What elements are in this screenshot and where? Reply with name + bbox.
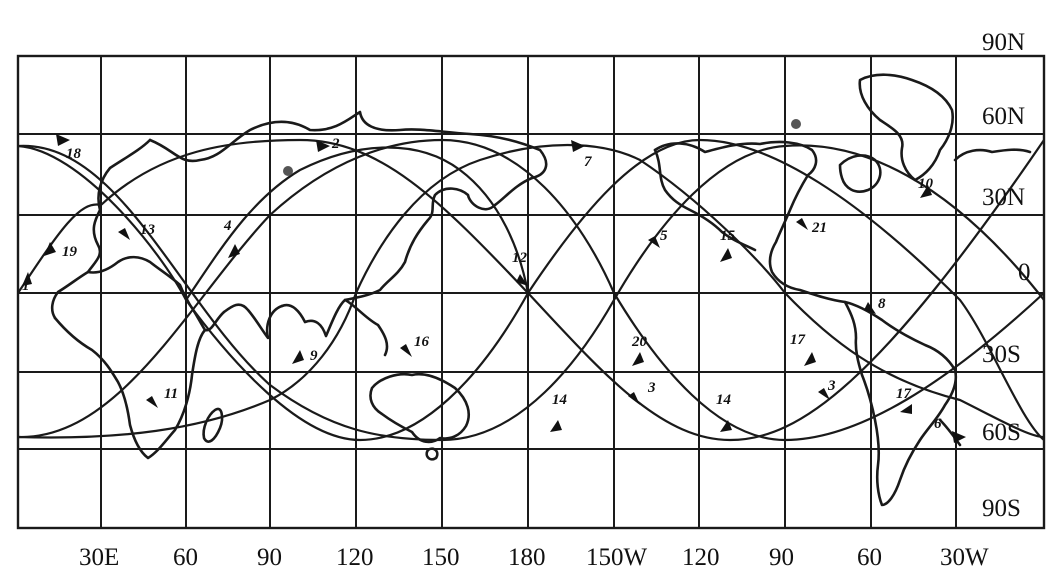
route-label: 18 <box>66 146 82 162</box>
route-label: 4 <box>223 218 232 234</box>
arrow-marker <box>720 248 732 262</box>
route-label: 5 <box>660 228 668 244</box>
route-label: 20 <box>631 334 648 350</box>
route-label: 11 <box>164 386 178 402</box>
lat-label-60s: 60S <box>982 419 1021 446</box>
lon-label-30e: 30E <box>79 544 119 571</box>
route-label: 19 <box>62 244 78 260</box>
arrow-marker <box>920 185 932 198</box>
latitude-labels: 90N 60N 30N 0 30S 60S 90S <box>982 29 1031 522</box>
lon-label-180: 180 <box>508 544 546 571</box>
route-label: 14 <box>552 392 568 408</box>
arrow-marker <box>648 236 660 248</box>
arrow-marker <box>900 404 912 414</box>
route-label: 3 <box>827 378 836 394</box>
route-label: 17 <box>790 332 806 348</box>
arrow-marker <box>796 218 808 230</box>
arrow-marker <box>22 272 32 286</box>
track-arrows <box>22 134 966 443</box>
arrow-marker <box>720 420 732 432</box>
arrow-marker <box>44 242 56 256</box>
lat-label-30n: 30N <box>982 184 1025 211</box>
route-label: 3 <box>647 380 656 396</box>
route-label: 14 <box>716 392 732 408</box>
arrow-marker <box>864 302 876 314</box>
arrow-marker <box>628 392 640 405</box>
coastlines <box>50 73 1032 507</box>
arrow-marker <box>292 350 304 364</box>
lat-label-90s: 90S <box>982 495 1021 522</box>
route-label: 16 <box>414 334 430 350</box>
lon-label-120e: 120 <box>336 544 374 571</box>
route-labels: 1 18 19 13 4 2 11 9 16 7 12 5 14 3 20 15… <box>22 136 942 432</box>
route-label: 17 <box>896 386 912 402</box>
route-label: 8 <box>878 296 886 312</box>
route-label: 1 <box>22 278 30 294</box>
arrow-marker <box>550 420 562 432</box>
arrow-marker <box>146 396 158 408</box>
map-dot <box>791 119 801 129</box>
graticule <box>18 56 1044 528</box>
lon-label-30w: 30W <box>940 544 989 571</box>
route-label: 10 <box>918 176 934 192</box>
route-label: 12 <box>512 250 528 266</box>
route-label: 6 <box>934 416 942 432</box>
arrow-marker <box>56 134 70 146</box>
arrow-marker <box>118 228 130 240</box>
lat-label-0: 0 <box>1018 259 1031 286</box>
lat-label-30s: 30S <box>982 341 1021 368</box>
lon-label-150e: 150 <box>422 544 460 571</box>
lon-label-120w: 120 <box>682 544 720 571</box>
route-label: 9 <box>310 348 318 364</box>
route-label: 7 <box>584 154 592 170</box>
lon-label-60w: 60 <box>857 544 882 571</box>
arrow-marker <box>400 344 412 357</box>
arrow-marker <box>952 431 966 443</box>
route-label: 13 <box>140 222 156 238</box>
map-dot <box>283 166 293 176</box>
arrow-marker <box>804 352 816 366</box>
route-label: 2 <box>331 136 340 152</box>
route-label: 21 <box>811 220 827 236</box>
lon-label-150w: 150W <box>586 544 648 571</box>
arrow-marker <box>316 140 330 152</box>
arrow-marker <box>516 274 528 286</box>
route-label: 15 <box>720 228 736 244</box>
lon-label-60e: 60 <box>173 544 198 571</box>
lon-label-90w: 90 <box>769 544 794 571</box>
arrow-marker <box>228 244 240 258</box>
ground-tracks <box>17 138 1045 442</box>
lat-label-60n: 60N <box>982 103 1025 130</box>
longitude-labels: 30E 60 90 120 150 180 150W 120 90 60 30W <box>79 544 989 571</box>
lat-label-90n: 90N <box>982 29 1025 56</box>
lon-label-90e: 90 <box>257 544 282 571</box>
arrow-marker <box>632 352 644 366</box>
arrow-marker <box>571 140 585 152</box>
arrow-marker <box>818 388 830 400</box>
